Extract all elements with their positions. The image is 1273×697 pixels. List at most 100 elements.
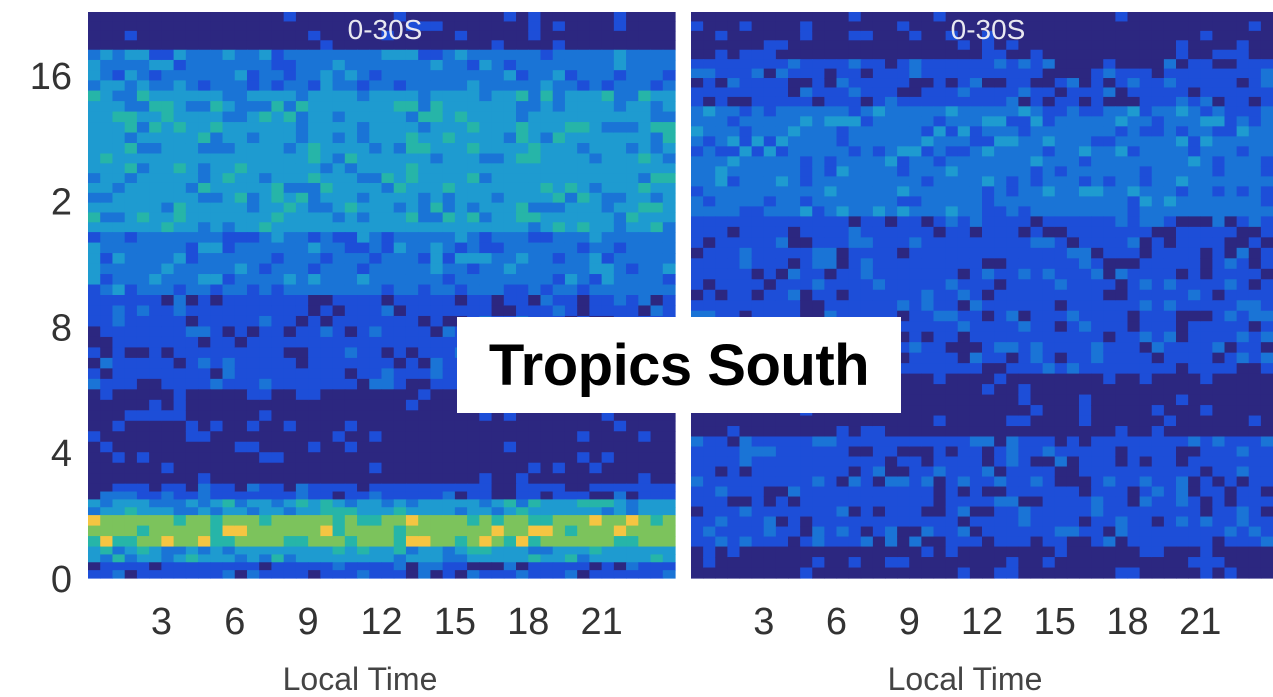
heatmap-cell <box>418 326 432 338</box>
heatmap-cell <box>691 258 704 270</box>
heatmap-cell <box>271 263 285 275</box>
heatmap-cell <box>1188 384 1201 396</box>
heatmap-cell <box>751 126 765 137</box>
heatmap-cell <box>552 111 566 123</box>
heatmap-cell <box>897 176 910 187</box>
heatmap-cell <box>1188 289 1201 301</box>
heatmap-cell <box>1103 352 1116 364</box>
heatmap-cell <box>751 186 765 197</box>
heatmap-cell <box>836 426 850 438</box>
heatmap-cell <box>503 562 517 571</box>
heatmap-cell <box>100 12 114 23</box>
heatmap-cell <box>1176 279 1189 291</box>
heatmap-cell <box>1236 394 1250 406</box>
heatmap-cell <box>540 305 554 317</box>
heatmap-cell <box>100 263 114 275</box>
heatmap-cell <box>788 446 801 458</box>
heatmap-cell <box>369 554 383 563</box>
heatmap-cell <box>295 315 309 328</box>
heatmap-cell <box>332 253 346 265</box>
heatmap-cell <box>540 192 554 204</box>
heatmap-cell <box>921 321 935 333</box>
heatmap-cell <box>491 305 505 317</box>
heatmap-cell <box>1103 87 1116 98</box>
heatmap-cell <box>161 173 175 184</box>
heatmap-cell <box>662 491 676 500</box>
heatmap-cell <box>1042 279 1056 291</box>
heatmap-cell <box>1079 342 1092 354</box>
heatmap-cell <box>638 21 652 32</box>
heatmap-cell <box>149 284 162 296</box>
heatmap-cell <box>430 222 444 233</box>
heatmap-cell <box>613 163 627 174</box>
heatmap-cell <box>185 12 199 23</box>
heatmap-cell <box>454 431 468 443</box>
heatmap-cell <box>1224 106 1238 117</box>
heatmap-cell <box>885 49 898 60</box>
heatmap-cell <box>1091 342 1104 354</box>
heatmap-cell <box>638 40 652 51</box>
heatmap-cell <box>1248 87 1262 98</box>
heatmap-cell <box>173 473 187 485</box>
heatmap-cell <box>454 483 468 493</box>
heatmap-cell <box>1163 321 1177 333</box>
heatmap-cell <box>727 30 741 41</box>
heatmap-cell <box>369 399 383 411</box>
heatmap-cell <box>727 496 741 508</box>
heatmap-cell <box>479 143 493 155</box>
heatmap-cell <box>909 279 922 291</box>
heatmap-cell <box>824 166 838 177</box>
heatmap-cell <box>897 536 910 548</box>
heatmap-cell <box>1139 415 1153 427</box>
heatmap-cell <box>1115 68 1129 79</box>
heatmap-cell <box>1006 126 1019 137</box>
heatmap-cell <box>1163 68 1177 79</box>
heatmap-cell <box>222 222 236 233</box>
heatmap-cell <box>601 30 615 41</box>
heatmap-cell <box>271 295 285 307</box>
heatmap-cell <box>283 507 297 516</box>
heatmap-cell <box>909 166 922 177</box>
heatmap-cell <box>222 357 236 369</box>
heatmap-cell <box>491 420 505 432</box>
heatmap-cell <box>897 68 910 79</box>
heatmap-cell <box>246 202 260 214</box>
heatmap-cell <box>320 326 334 338</box>
heatmap-cell <box>1200 289 1213 301</box>
heatmap-cell <box>100 222 114 233</box>
heatmap-cell <box>100 452 114 464</box>
heatmap-cell <box>727 415 741 427</box>
heatmap-cell <box>259 232 273 244</box>
heatmap-cell <box>1176 342 1189 354</box>
heatmap-cell <box>601 202 615 214</box>
heatmap-cell <box>1103 116 1116 127</box>
heatmap-cell <box>812 496 825 508</box>
heatmap-cell <box>848 456 862 468</box>
heatmap-cell <box>1103 331 1116 343</box>
heatmap-cell <box>577 90 590 102</box>
heatmap-cell <box>552 232 566 244</box>
heatmap-cell <box>872 526 886 538</box>
heatmap-cell <box>703 258 716 270</box>
heatmap-cell <box>715 526 728 538</box>
heatmap-cell <box>638 80 652 92</box>
heatmap-cell <box>982 68 995 79</box>
heatmap-cell <box>161 554 175 563</box>
heatmap-cell <box>528 253 542 265</box>
heatmap-cell <box>503 462 517 474</box>
heatmap-cell <box>638 507 652 516</box>
heatmap-cell <box>763 87 777 98</box>
heatmap-cell <box>1139 126 1153 137</box>
heatmap-cell <box>393 315 407 328</box>
heatmap-cell <box>332 315 346 328</box>
heatmap-cell <box>650 274 664 286</box>
heatmap-cell <box>88 40 101 51</box>
heatmap-cell <box>824 196 838 207</box>
heatmap-cell <box>872 166 886 177</box>
heatmap-cell <box>124 222 138 233</box>
heatmap-cell <box>479 153 493 164</box>
heatmap-cell <box>982 96 995 107</box>
heatmap-cell <box>442 143 456 155</box>
heatmap-cell <box>369 263 383 275</box>
heatmap-cell <box>136 357 150 369</box>
